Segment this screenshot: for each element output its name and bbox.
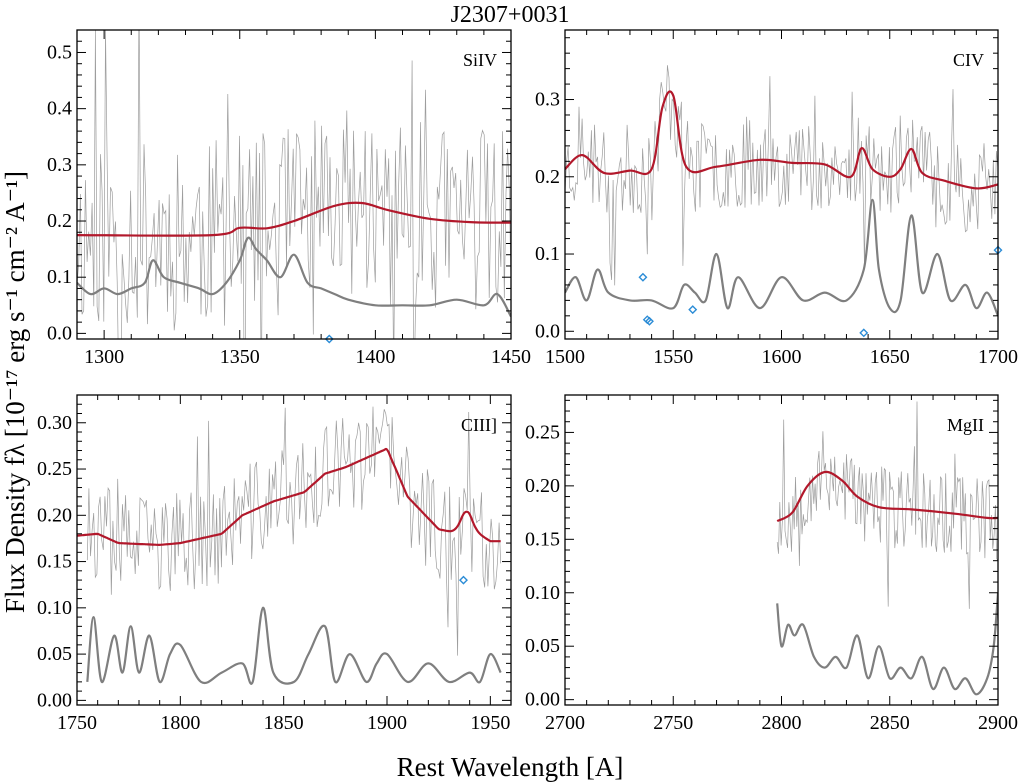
y-tick-label: 0.1 (47, 266, 72, 288)
x-tick-label: 1450 (491, 346, 531, 368)
x-axis-title: Rest Wavelength [A] (397, 752, 624, 782)
y-tick-label: 0.4 (47, 98, 72, 120)
x-tick-label: 1700 (978, 346, 1018, 368)
error-spectrum (77, 236, 511, 318)
y-tick-label: 0.05 (525, 635, 560, 657)
panel-2-plot-area (77, 406, 502, 685)
model-fit (565, 90, 998, 190)
masked-point (638, 272, 648, 282)
y-axis-title: Flux Density fλ [10⁻¹⁷ erg s⁻¹ cm⁻² A⁻¹] (0, 171, 30, 613)
y-tick-label: 0.25 (525, 421, 560, 443)
x-tick-label: 1350 (220, 346, 260, 368)
masked-point (324, 334, 334, 344)
x-tick-label: 2900 (978, 712, 1018, 734)
masked-point (859, 328, 869, 338)
panel-frame (564, 29, 999, 340)
y-tick-label: 0.00 (37, 689, 72, 711)
y-tick-label: 0.00 (525, 689, 560, 711)
model-fit (77, 447, 501, 547)
panel-0-plot-area (77, 30, 511, 339)
x-tick-label: 1850 (264, 712, 304, 734)
emission-line-label: SiIV (463, 50, 497, 70)
x-tick-label: 1500 (545, 346, 585, 368)
y-tick-label: 0.25 (37, 458, 72, 480)
panel-2: 1750 1800 1850 1900 1950 0.00 0.05 0.10 0.15 0.20… (37, 394, 512, 734)
error-spectrum (86, 606, 502, 685)
x-tick-label: 1950 (470, 712, 510, 734)
observed-spectrum (86, 406, 502, 656)
y-tick-label: 0.5 (47, 41, 72, 63)
x-tick-label: 2700 (545, 712, 585, 734)
x-tick-label: 2750 (653, 712, 693, 734)
x-tick-label: 1900 (367, 712, 407, 734)
emission-line-label: CIII] (461, 415, 497, 435)
y-tick-label: 0.0 (535, 320, 560, 342)
model-fit (776, 470, 998, 523)
panel-1: 1500 1550 1600 1650 1700 0.0 0.1 0.2 0.3 CIV (535, 29, 1018, 368)
figure-title: J2307+0031 (451, 2, 570, 28)
x-tick-label: 1600 (762, 346, 802, 368)
y-tick-label: 0.10 (37, 597, 72, 619)
observed-spectrum (776, 401, 998, 609)
y-tick-label: 0.10 (525, 582, 560, 604)
y-tick-label: 0.3 (47, 154, 72, 176)
y-tick-label: 0.05 (37, 643, 72, 665)
error-spectrum (776, 592, 998, 696)
x-tick-label: 2800 (762, 712, 802, 734)
y-tick-label: 0.20 (37, 504, 72, 526)
y-tick-label: 0.2 (535, 166, 560, 188)
masked-point (458, 575, 468, 585)
y-tick-label: 0.1 (535, 243, 560, 265)
observed-spectrum (77, 30, 511, 339)
observed-spectrum (565, 65, 998, 286)
x-tick-label: 2850 (870, 712, 910, 734)
panel-frame (564, 394, 999, 706)
model-fit (77, 201, 511, 237)
panel-3-plot-area (776, 401, 998, 696)
panel-3: 2700 2750 2800 2850 2900 0.00 0.05 0.10 0.15 0.20… (525, 394, 1018, 734)
panel-frame (76, 394, 512, 706)
emission-line-label: CIV (953, 50, 984, 70)
y-tick-label: 0.0 (47, 322, 72, 344)
error-spectrum (565, 198, 998, 317)
x-tick-label: 1750 (57, 712, 97, 734)
emission-line-label: MgII (947, 415, 984, 435)
x-tick-label: 1800 (160, 712, 200, 734)
y-tick-label: 0.2 (47, 210, 72, 232)
x-tick-label: 1650 (870, 346, 910, 368)
y-tick-label: 0.15 (525, 528, 560, 550)
x-tick-label: 1400 (355, 346, 395, 368)
masked-point (688, 305, 698, 315)
y-tick-label: 0.30 (37, 412, 72, 434)
x-tick-label: 1550 (653, 346, 693, 368)
panel-1-plot-area (565, 65, 998, 317)
masked-point (644, 316, 654, 326)
panel-0: 1300 1350 1400 1450 0.0 0.1 0.2 0.3 0.4 0.5 SiIV (47, 29, 531, 368)
y-tick-label: 0.3 (535, 89, 560, 111)
y-tick-label: 0.15 (37, 551, 72, 573)
y-tick-label: 0.20 (525, 475, 560, 497)
x-tick-label: 1300 (84, 346, 124, 368)
